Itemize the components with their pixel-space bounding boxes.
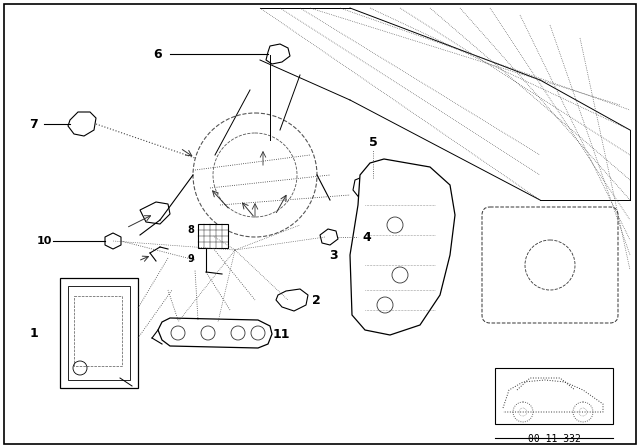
Polygon shape [276, 289, 308, 311]
Text: 5: 5 [369, 135, 378, 148]
Text: 3: 3 [330, 249, 338, 262]
Text: 7: 7 [29, 117, 38, 130]
Bar [198, 224, 228, 248]
Polygon shape [158, 318, 272, 348]
Polygon shape [266, 44, 290, 64]
Text: 10: 10 [36, 236, 52, 246]
Text: 11: 11 [273, 327, 291, 340]
Polygon shape [140, 202, 170, 224]
Polygon shape [353, 176, 391, 204]
Bar [74, 296, 122, 366]
Bar [495, 368, 613, 424]
Text: 4: 4 [362, 231, 371, 244]
Polygon shape [105, 233, 121, 249]
Text: 8: 8 [187, 225, 194, 235]
Bar [68, 286, 130, 380]
Polygon shape [320, 229, 338, 245]
Bar [60, 278, 138, 388]
Text: 9: 9 [188, 254, 194, 264]
Text: 1: 1 [29, 327, 38, 340]
Polygon shape [350, 159, 455, 335]
Polygon shape [68, 112, 96, 136]
Text: 00 11 332: 00 11 332 [527, 434, 580, 444]
Text: 2: 2 [312, 293, 321, 306]
Text: 6: 6 [154, 47, 162, 60]
